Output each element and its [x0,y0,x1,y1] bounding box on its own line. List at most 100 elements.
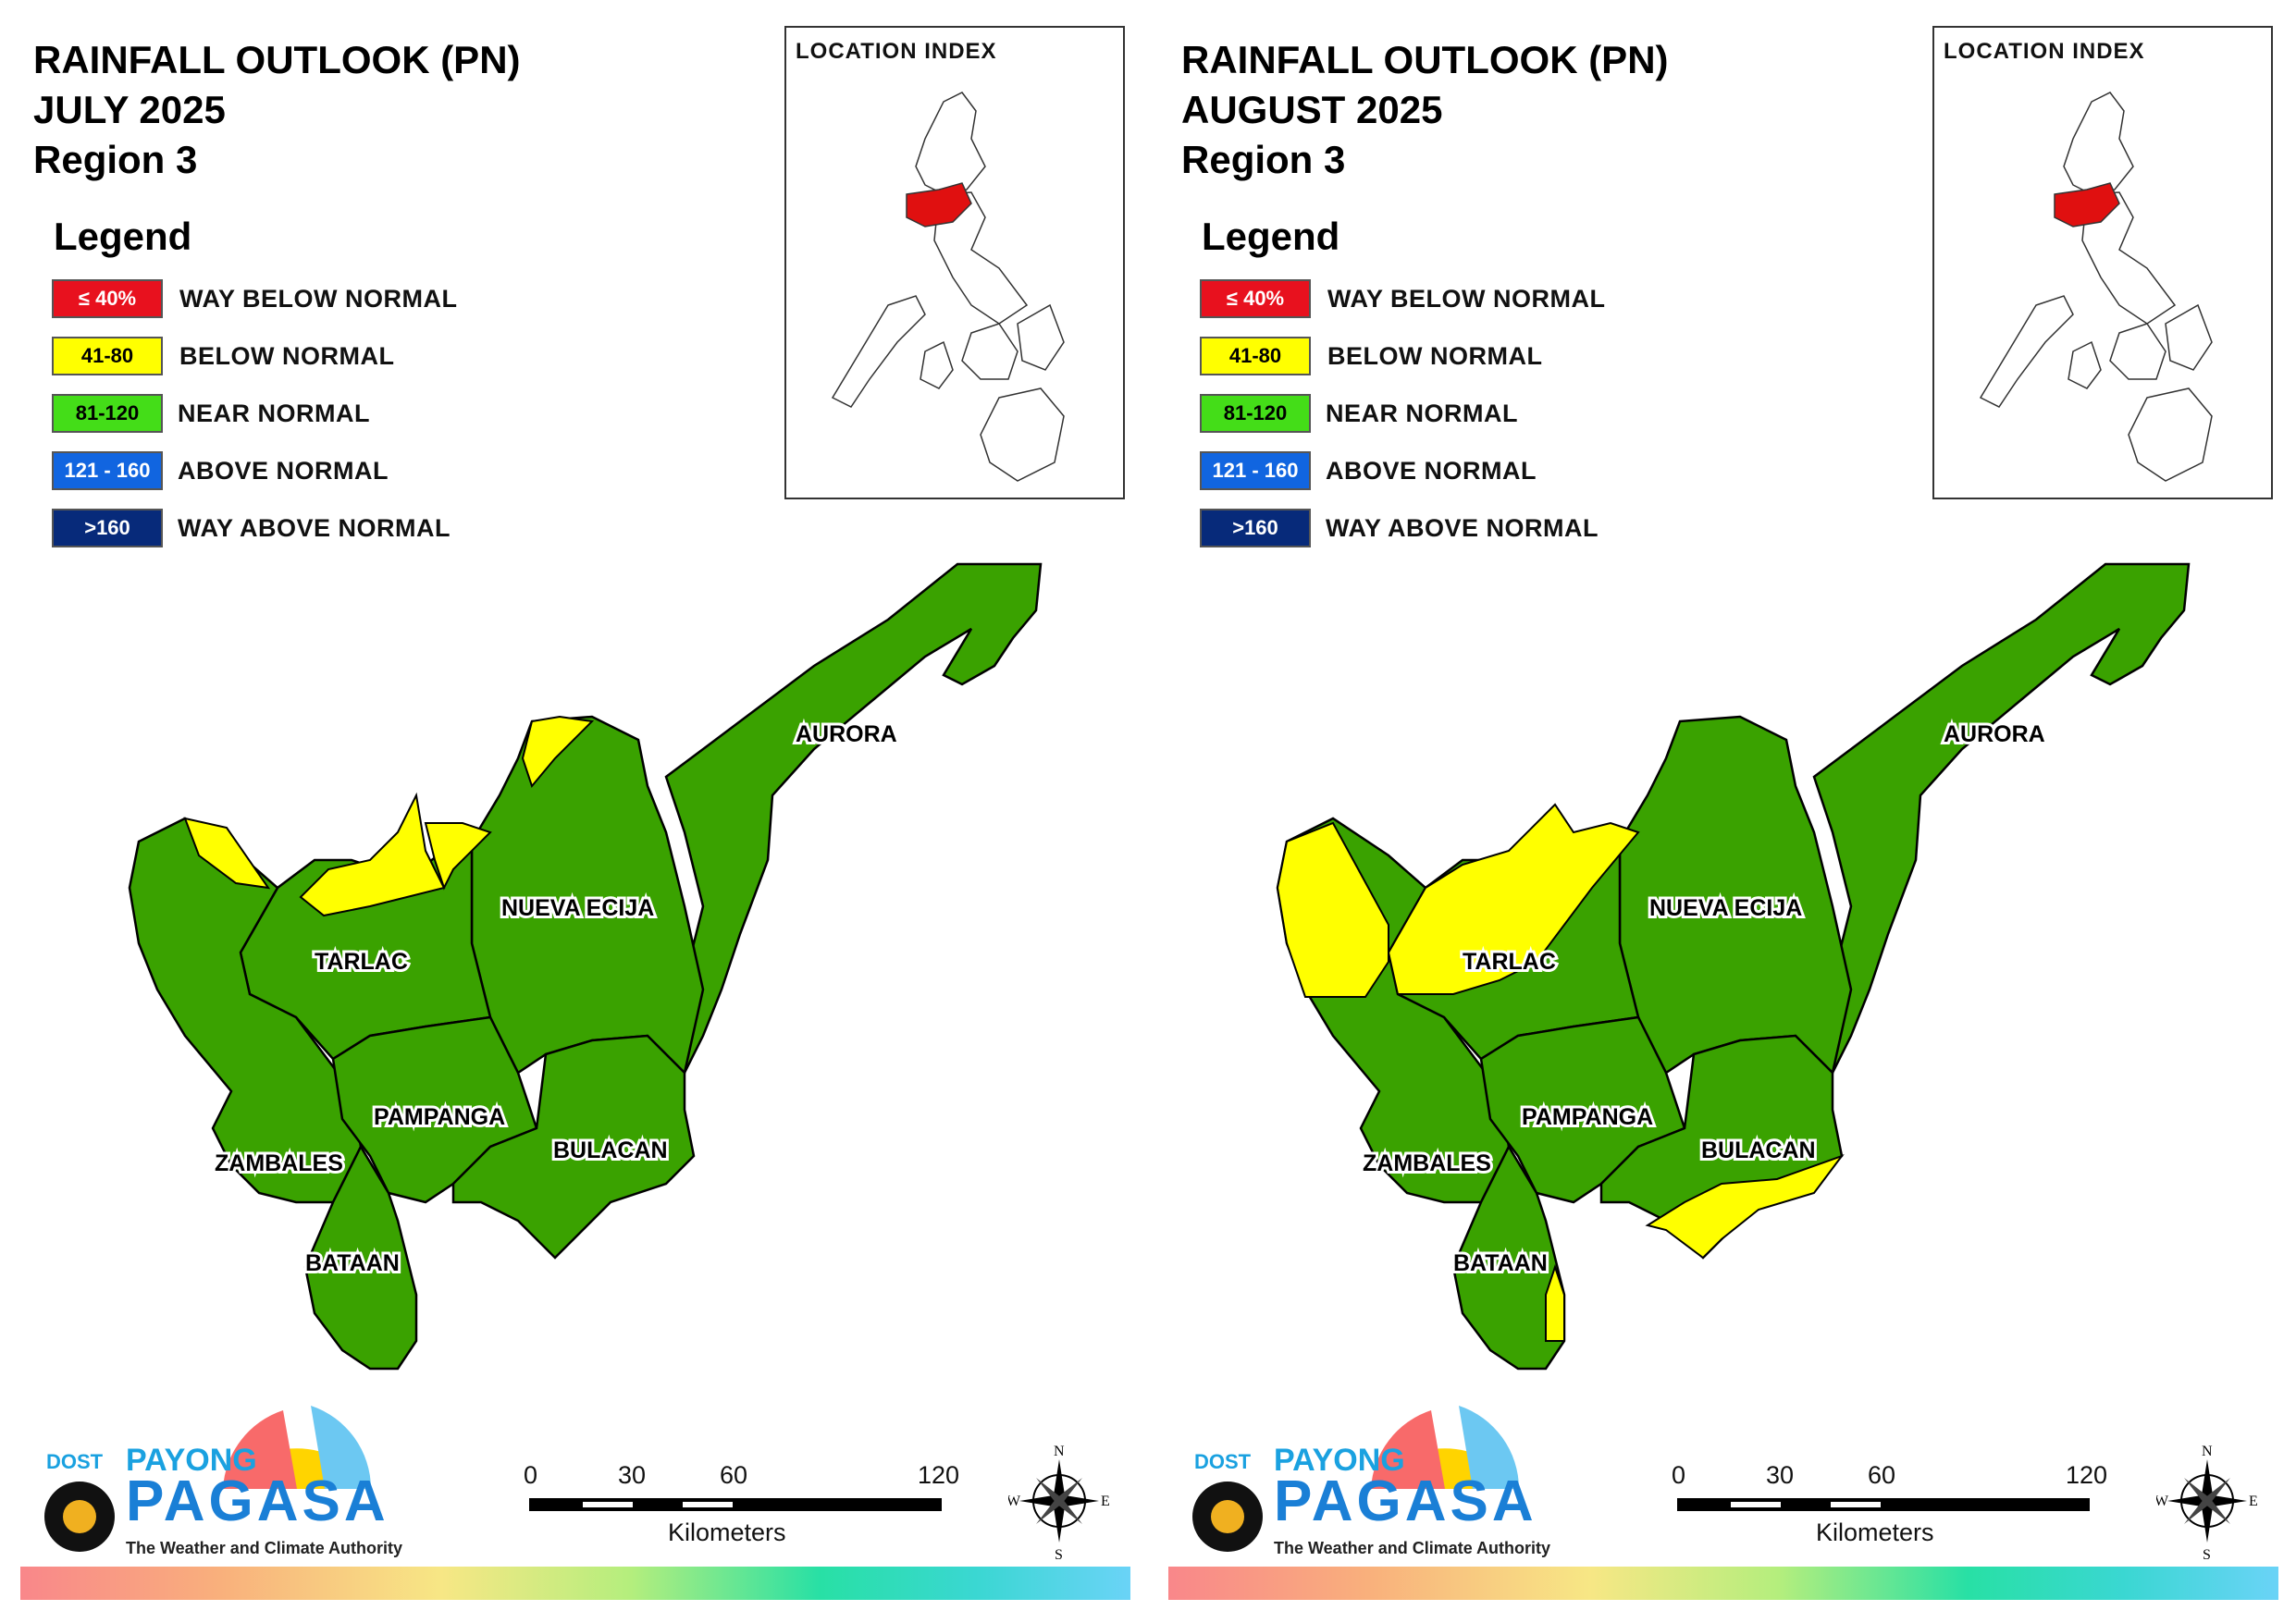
title-region: Region 3 [1181,138,1346,181]
title-line: RAINFALL OUTLOOK (PN) [1181,38,1669,81]
location-index: LOCATION INDEX [1932,26,2273,499]
yellow-zone-tarlac-northeast [424,822,492,891]
umbrella-icon [1192,1406,1519,1552]
legend-title: Legend [54,215,192,258]
legend-swatch: 41-80 [1200,337,1311,375]
scale-bar: 0 30 60 120 Kilometers [1672,1461,2107,1554]
scale-tick: 60 [720,1461,748,1489]
region3-map: AURORA NUEVA ECIJA TARLAC PAMPANGA BULAC… [128,562,1043,1371]
compass-e: E [1101,1494,1110,1509]
scale-bar: 0 30 60 120 Kilometers [524,1461,959,1554]
compass-s: S [2203,1547,2211,1561]
legend-swatch: >160 [1200,509,1311,547]
logo-payong: PAYONG [126,1443,257,1478]
label-bulacan: BULACAN [1701,1137,1816,1163]
logo-payong: PAYONG [1274,1443,1405,1478]
map-title: RAINFALL OUTLOOK (PN) JULY 2025 Region 3 [33,35,521,185]
payong-pagasa-logo: DOST PAYONG PAGASA The Weather and Clima… [33,1387,403,1572]
location-index: LOCATION INDEX [784,26,1125,499]
region3-map: AURORA NUEVA ECIJA TARLAC PAMPANGA BULAC… [1276,562,2191,1371]
scale-tick: 120 [2066,1461,2108,1489]
scale-tick: 30 [618,1461,647,1489]
yellow-zone-tarlac-north [299,792,446,917]
logo-tagline: The Weather and Climate Authority [1274,1539,1551,1557]
legend-swatch: 41-80 [52,337,163,375]
scale-tick: 30 [1766,1461,1795,1489]
scale-tick: 60 [1868,1461,1896,1489]
label-tarlac: TARLAC [315,949,408,975]
label-aurora: AURORA [796,721,897,747]
legend-label: BELOW NORMAL [179,342,395,370]
legend-label: WAY BELOW NORMAL [1327,285,1606,313]
legend-swatch: 81-120 [1200,394,1311,433]
location-index-title: LOCATION INDEX [1944,39,2145,64]
compass-rose-icon: N E S W [2154,1441,2258,1563]
legend-label: ABOVE NORMAL [178,457,389,485]
province-bulacan [451,1034,696,1260]
scale-bar-graphic [1677,1498,2090,1511]
label-pampanga: PAMPANGA [1522,1104,1653,1130]
compass-rose-icon: N E S W [1006,1441,1110,1563]
yellow-zone-tarlac-west [1387,803,1640,995]
scale-unit: Kilometers [668,1518,786,1546]
legend-title: Legend [1202,215,1340,258]
legend-swatch: >160 [52,509,163,547]
compass-w: W [2156,1494,2169,1509]
compass-e: E [2249,1494,2258,1509]
scale-unit: Kilometers [1816,1518,1934,1546]
label-zambales: ZAMBALES [1363,1150,1491,1176]
legend-label: WAY BELOW NORMAL [179,285,458,313]
label-bulacan: BULACAN [553,1137,668,1163]
label-nueva-ecija: NUEVA ECIJA [501,895,654,921]
title-line: RAINFALL OUTLOOK (PN) [33,38,521,81]
province-aurora [664,562,1043,1076]
scale-bar-graphic [529,1498,942,1511]
title-month: AUGUST 2025 [1181,88,1443,131]
umbrella-icon [44,1406,371,1552]
title-month: JULY 2025 [33,88,226,131]
label-pampanga: PAMPANGA [374,1104,505,1130]
label-aurora: AURORA [1944,721,2045,747]
label-bataan: BATAAN [1453,1250,1548,1276]
label-nueva-ecija: NUEVA ECIJA [1649,895,1802,921]
logo-pagasa: PAGASA [1274,1469,1537,1533]
scale-tick: 120 [918,1461,960,1489]
legend-swatch: ≤ 40% [52,279,163,318]
yellow-zone-zambales-north [183,817,271,890]
map-title: RAINFALL OUTLOOK (PN) AUGUST 2025 Region… [1181,35,1669,185]
legend-label: BELOW NORMAL [1327,342,1543,370]
compass-s: S [1055,1547,1063,1561]
legend-label: NEAR NORMAL [1326,400,1518,427]
legend-swatch: 121 - 160 [52,451,163,490]
logo-dost: DOST [46,1450,104,1473]
label-zambales: ZAMBALES [215,1150,343,1176]
location-index-title: LOCATION INDEX [796,39,997,64]
legend-label: WAY ABOVE NORMAL [178,514,451,542]
legend-swatch: ≤ 40% [1200,279,1311,318]
compass-n: N [2202,1444,2213,1459]
title-region: Region 3 [33,138,198,181]
map-panel-august: RAINFALL OUTLOOK (PN) AUGUST 2025 Region… [1148,0,2296,1623]
compass-n: N [1054,1444,1065,1459]
yellow-zone-nueva-ecija-north [521,715,595,789]
legend-swatch: 121 - 160 [1200,451,1311,490]
legend-label: ABOVE NORMAL [1326,457,1537,485]
color-gradient-bar [20,1567,1130,1600]
logo-pagasa: PAGASA [126,1469,389,1533]
label-bataan: BATAAN [305,1250,400,1276]
label-tarlac: TARLAC [1463,949,1556,975]
map-panel-july: RAINFALL OUTLOOK (PN) JULY 2025 Region 3… [20,26,1130,1600]
compass-w: W [1008,1494,1021,1509]
scale-tick: 0 [524,1461,538,1489]
legend-label: NEAR NORMAL [178,400,370,427]
color-gradient-bar [1168,1567,2278,1600]
yellow-zone-bataan-south [1545,1263,1565,1342]
philippines-index-map [1979,92,2213,482]
yellow-zone-zambales-west [1276,821,1389,998]
legend-label: WAY ABOVE NORMAL [1326,514,1599,542]
logo-dost: DOST [1194,1450,1252,1473]
province-bataan [303,1144,418,1371]
philippines-index-map [831,92,1065,482]
logo-tagline: The Weather and Climate Authority [126,1539,403,1557]
yellow-zone-bulacan-south [1645,1153,1845,1260]
